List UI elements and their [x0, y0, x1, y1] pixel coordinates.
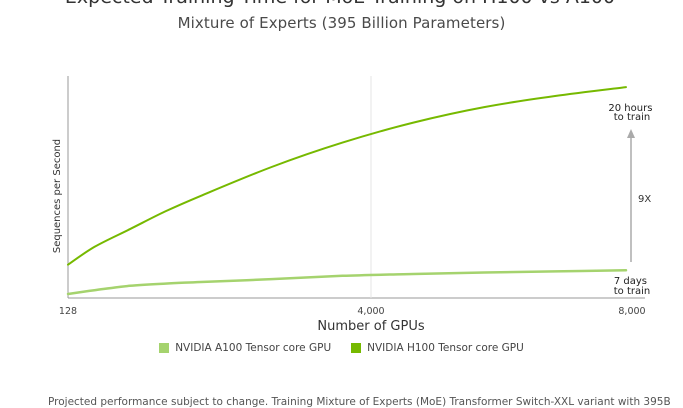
x-tick-label-0: 128	[59, 306, 77, 317]
y-axis-label: Sequences per Second	[52, 139, 63, 253]
series-layer	[66, 86, 628, 296]
legend-label-a100: NVIDIA A100 Tensor core GPU	[175, 342, 332, 354]
speedup-label: 9X	[638, 194, 651, 205]
a100-annotation-line-2: to train	[614, 286, 651, 297]
h100-annotation-line-1: 20 hours	[608, 103, 652, 114]
a100-end-annotation: 7 days to train	[614, 276, 651, 297]
h100-end-annotation: 20 hours to train	[608, 103, 655, 123]
partial-top-title: Expected Training Time for MoE Training …	[60, 0, 620, 8]
a100-annotation-line-1: 7 days	[614, 276, 647, 287]
x-tick-label-2: 8,000	[618, 306, 645, 317]
h100-annotation-line-2: to train	[614, 112, 651, 123]
series-line-h100	[67, 86, 627, 266]
legend-swatch-h100	[351, 343, 362, 353]
legend-item-a100: NVIDIA A100 Tensor core GPU	[159, 342, 331, 354]
x-tick-label-1: 4,000	[357, 306, 384, 317]
legend-swatch-a100	[159, 343, 170, 353]
footnote: Projected performance subject to change.…	[48, 396, 671, 408]
chart-legend: NVIDIA A100 Tensor core GPU NVIDIA H100 …	[0, 342, 683, 354]
series-line-a100	[66, 269, 628, 296]
speedup-arrow-head	[627, 129, 635, 138]
x-axis-label: Number of GPUs	[317, 319, 424, 334]
chart-subtitle: Mixture of Experts (395 Billion Paramete…	[177, 14, 506, 32]
legend-item-h100: NVIDIA H100 Tensor core GPU	[351, 342, 524, 354]
legend-label-h100: NVIDIA H100 Tensor core GPU	[367, 342, 524, 354]
